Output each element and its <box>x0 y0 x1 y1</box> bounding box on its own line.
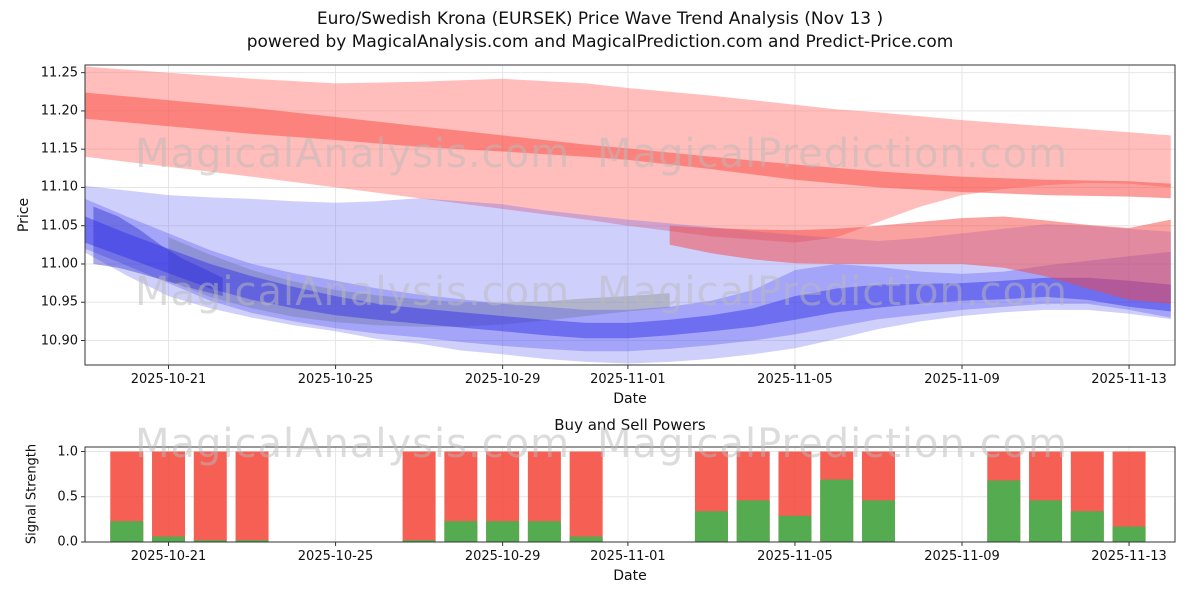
price-x-tick-label: 2025-11-01 <box>590 372 666 387</box>
bar-buy <box>820 479 854 542</box>
price-y-tick-label: 11.10 <box>40 179 78 195</box>
bar-sell <box>402 451 436 542</box>
price-y-tick-label: 10.90 <box>40 333 78 348</box>
price-y-tick-label: 11.20 <box>40 103 78 119</box>
bar-buy <box>110 521 144 542</box>
bar-sell <box>193 451 227 542</box>
red-lower-band <box>669 216 1171 304</box>
bar-buy <box>444 521 478 542</box>
power-x-tick-label: 2025-10-25 <box>297 549 374 564</box>
bar-sell <box>235 451 269 542</box>
bar-buy <box>1112 526 1146 542</box>
power-x-tick-label: 2025-11-13 <box>1091 549 1167 564</box>
price-x-tick-label: 2025-11-09 <box>924 372 1000 387</box>
price-y-tick-label: 11.05 <box>40 218 78 234</box>
power-x-tick-label: 2025-10-29 <box>464 549 541 564</box>
price-y-tick-label: 11.15 <box>40 141 78 157</box>
power-x-tick-label: 2025-11-05 <box>757 549 833 564</box>
bar-buy <box>193 540 227 542</box>
blue-left-blob-band <box>93 206 223 297</box>
bar-buy <box>1070 511 1104 542</box>
chart-title: Euro/Swedish Krona (EURSEK) Price Wave T… <box>0 8 1200 54</box>
price-y-tick-label: 10.95 <box>40 294 78 310</box>
power-y-tick-label: 0.5 <box>57 489 78 505</box>
bar-buy <box>569 536 603 542</box>
bar-buy <box>987 480 1021 542</box>
price-x-tick-label: 2025-11-05 <box>757 372 833 387</box>
price-x-tick-label: 2025-11-13 <box>1091 372 1167 387</box>
bar-buy <box>235 540 269 542</box>
power-x-tick-label: 2025-10-21 <box>130 549 207 564</box>
power-y-tick-label: 1.0 <box>57 444 78 460</box>
bar-sell <box>152 451 186 542</box>
price-x-tick-label: 2025-10-29 <box>464 372 541 387</box>
signal-strength-axis-label: Signal Strength <box>24 443 40 545</box>
bar-buy <box>736 500 770 542</box>
date-axis-label-bottom: Date <box>613 568 647 584</box>
blue-mid-band <box>85 198 1171 352</box>
power-x-tick-label: 2025-11-01 <box>590 549 666 564</box>
red-inner-band <box>85 92 1171 199</box>
power-y-tick-label: 0.0 <box>57 534 78 550</box>
price-plot <box>81 64 1176 369</box>
price-y-tick-label: 11.25 <box>40 65 78 81</box>
bar-buy <box>402 540 436 542</box>
bar-buy <box>1029 500 1063 542</box>
bar-buy <box>527 521 561 542</box>
blue-dark-band <box>85 216 1171 339</box>
bar-buy <box>486 521 520 542</box>
power-plot <box>81 446 1176 546</box>
bar-buy <box>778 515 812 542</box>
power-chart-title: Buy and Sell Powers <box>554 416 706 434</box>
price-y-tick-label: 11.00 <box>40 256 78 272</box>
price-axis-label: Price <box>16 197 32 233</box>
price-x-tick-label: 2025-10-21 <box>130 372 207 387</box>
chart-title-line2: powered by MagicalAnalysis.com and Magic… <box>246 32 954 52</box>
bar-sell <box>569 451 603 542</box>
price-plot-border <box>84 64 1176 366</box>
power-x-tick-label: 2025-11-09 <box>924 549 1000 564</box>
power-plot-border <box>84 446 1176 543</box>
bar-buy <box>152 536 186 542</box>
green-band <box>168 237 670 327</box>
date-axis-label-top: Date <box>613 391 647 407</box>
blue-outer-band <box>85 185 1171 364</box>
price-x-tick-label: 2025-10-25 <box>297 372 374 387</box>
bar-buy <box>861 500 895 542</box>
chart-title-line1: Euro/Swedish Krona (EURSEK) Price Wave T… <box>316 9 884 29</box>
bar-buy <box>694 511 728 542</box>
